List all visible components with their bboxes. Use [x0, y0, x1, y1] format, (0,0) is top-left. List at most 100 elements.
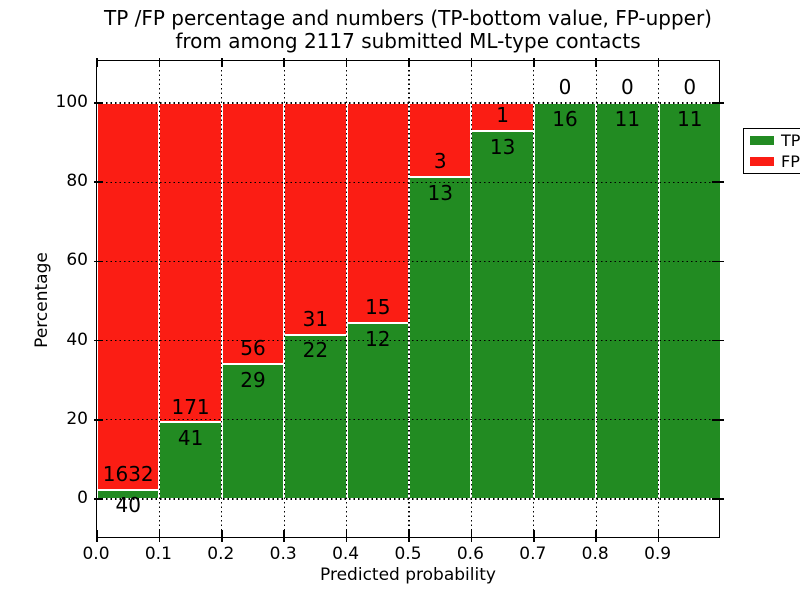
- fp-count-label: 0: [621, 75, 634, 100]
- vertical-gridline: [533, 61, 535, 537]
- x-axis-tick-top: [158, 58, 161, 67]
- horizontal-gridline: [97, 339, 719, 342]
- tp-bar-segment: [346, 323, 409, 499]
- x-tick-label: 0.4: [332, 544, 360, 564]
- x-axis-tick: [158, 530, 161, 542]
- x-axis-tick-top: [533, 58, 535, 67]
- vertical-gridline: [657, 61, 660, 537]
- plot-area: 1632 40 171 41 56 29 31 22 15 12 3 13 1 13 0 16 0 11 0 11 T…: [94, 58, 800, 542]
- x-axis-tick-top: [345, 58, 348, 67]
- horizontal-gridline: [97, 498, 719, 500]
- tp-count-label: 41: [177, 426, 204, 451]
- y-axis-tick: [94, 181, 103, 183]
- legend: TP FP: [743, 128, 800, 174]
- fp-bar-segment: [284, 103, 347, 335]
- y-axis-tick-right: [712, 260, 724, 263]
- tp-bar-segment: [658, 103, 721, 499]
- fp-count-label: 1632: [102, 461, 154, 486]
- legend-entry-tp: TP: [750, 130, 800, 150]
- x-tick-label: 0.3: [269, 544, 297, 564]
- x-tick-label: 0.5: [394, 544, 422, 564]
- horizontal-gridline: [97, 102, 719, 104]
- y-axis-tick-right: [712, 181, 724, 183]
- x-axis-tick-top: [470, 58, 473, 67]
- x-axis-tick: [283, 530, 285, 542]
- x-axis-tick-top: [221, 58, 223, 67]
- horizontal-gridline: [97, 419, 719, 421]
- fp-color-swatch: [750, 157, 774, 166]
- vertical-gridline: [470, 61, 473, 537]
- fp-count-label: 56: [240, 336, 266, 361]
- x-axis-tick-top: [96, 58, 98, 67]
- legend-entry-fp: FP: [750, 151, 800, 171]
- x-axis-tick: [595, 530, 597, 542]
- vertical-gridline: [221, 61, 223, 537]
- x-tick-label: 0.1: [144, 544, 172, 564]
- y-tick-label: 60: [66, 250, 88, 271]
- vertical-gridline: [408, 61, 410, 537]
- x-axis-tick-top: [408, 58, 410, 67]
- fp-count-label: 0: [558, 75, 572, 100]
- y-axis-tick-right: [712, 102, 724, 104]
- fp-count-label: 171: [171, 394, 210, 419]
- fp-count-label: 3: [433, 149, 447, 174]
- fp-bar-segment: [346, 103, 409, 323]
- vertical-gridline: [158, 61, 161, 537]
- tp-count-label: 12: [365, 326, 391, 351]
- tp-count-label: 13: [489, 135, 516, 160]
- tp-bar-segment: [596, 103, 659, 499]
- x-tick-label: 0.9: [644, 544, 672, 564]
- x-axis-tick-top: [283, 58, 285, 67]
- tp-count-label: 29: [240, 367, 266, 392]
- tp-count-label: 13: [427, 181, 453, 206]
- vertical-gridline: [345, 61, 348, 537]
- fp-count-label: 0: [683, 75, 697, 100]
- x-tick-label: 0.0: [82, 544, 110, 564]
- y-tick-label: 100: [55, 92, 88, 112]
- y-tick-label: 0: [77, 488, 88, 508]
- x-axis-title: Predicted probability: [320, 565, 496, 585]
- x-axis-tick: [533, 530, 535, 542]
- x-tick-label: 0.8: [581, 544, 609, 564]
- y-axis-tick: [94, 498, 103, 500]
- x-axis-tick: [96, 530, 98, 542]
- tp-bar-segment: [409, 177, 472, 499]
- y-tick-label: 40: [66, 329, 88, 350]
- tp-count-label: 22: [302, 338, 329, 363]
- y-axis-tick: [94, 339, 103, 342]
- y-axis-tick-right: [712, 498, 724, 500]
- fp-count-label: 1: [496, 103, 509, 128]
- tp-count-label: 40: [115, 493, 141, 518]
- vertical-gridline: [283, 61, 285, 537]
- y-axis-title: Percentage: [32, 252, 52, 348]
- x-tick-label: 0.7: [519, 544, 547, 564]
- x-axis-tick: [470, 530, 473, 542]
- x-axis-tick-top: [657, 58, 660, 67]
- legend-label-fp: FP: [781, 151, 800, 171]
- chart-title-line2: from among 2117 submitted ML-type contac…: [175, 29, 641, 53]
- x-axis-tick-top: [595, 58, 597, 67]
- y-axis-tick: [94, 419, 103, 421]
- vertical-gridline: [595, 61, 597, 537]
- tp-bar-segment: [284, 334, 347, 499]
- horizontal-gridline: [97, 181, 719, 183]
- x-tick-label: 0.2: [207, 544, 235, 564]
- x-axis-tick: [657, 530, 660, 542]
- fp-count-label: 15: [365, 295, 391, 320]
- legend-label-tp: TP: [781, 130, 800, 150]
- tp-count-label: 16: [552, 106, 578, 131]
- x-tick-label: 0.6: [456, 544, 484, 564]
- y-tick-label: 20: [66, 408, 88, 429]
- tp-count-label: 11: [614, 106, 641, 131]
- y-axis-tick-right: [712, 339, 724, 342]
- y-axis-tick-right: [712, 419, 724, 421]
- fp-count-label: 31: [302, 306, 329, 331]
- tp-count-label: 11: [677, 106, 703, 131]
- y-tick-label: 80: [66, 171, 88, 192]
- plot-canvas: 1632 40 171 41 56 29 31 22 15 12 3 13 1 13 0 16 0 11 0 11: [94, 58, 724, 542]
- x-axis-tick: [221, 530, 223, 542]
- x-axis-tick: [345, 530, 348, 542]
- chart-title-line1: TP /FP percentage and numbers (TP-bottom…: [104, 6, 712, 30]
- x-axis-tick: [408, 530, 410, 542]
